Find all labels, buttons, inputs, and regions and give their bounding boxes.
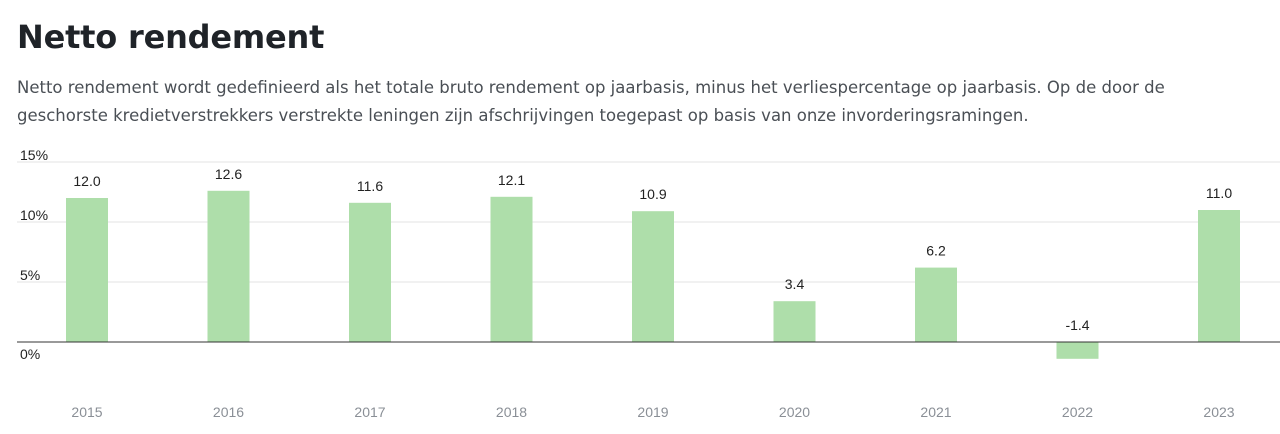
x-tick-label: 2017 xyxy=(354,404,385,420)
x-tick-label: 2018 xyxy=(496,404,527,420)
x-tick-label: 2019 xyxy=(637,404,668,420)
x-tick-label: 2016 xyxy=(213,404,244,420)
bar xyxy=(915,267,957,342)
y-tick-label: 5% xyxy=(20,267,40,283)
data-label: 12.0 xyxy=(73,173,100,189)
bar xyxy=(773,301,816,342)
data-label: 3.4 xyxy=(785,276,805,292)
page-title: Netto rendement xyxy=(17,18,325,56)
y-tick-label: 10% xyxy=(20,207,48,223)
bar xyxy=(1056,342,1099,359)
y-axis-labels: 0% 5% 10% 15% xyxy=(20,150,48,362)
x-tick-label: 2023 xyxy=(1203,404,1234,420)
data-label: 6.2 xyxy=(926,243,946,259)
bar xyxy=(490,196,533,342)
bar xyxy=(349,202,391,342)
x-axis-labels: 2015 2016 2017 2018 2019 2020 2021 2022 2023 xyxy=(71,404,1234,420)
data-label: 12.6 xyxy=(215,166,242,182)
data-label: 10.9 xyxy=(639,186,666,202)
bars xyxy=(66,190,1240,359)
data-labels: 12.0 12.6 11.6 12.1 10.9 3.4 6.2 -1.4 11.0 xyxy=(73,166,1232,333)
bar xyxy=(1198,210,1240,342)
bar xyxy=(207,190,250,342)
y-tick-label: 0% xyxy=(20,346,40,362)
bar xyxy=(632,211,674,342)
x-tick-label: 2015 xyxy=(71,404,102,420)
data-label: 11.6 xyxy=(357,178,383,194)
data-label: -1.4 xyxy=(1065,317,1089,333)
page-description: Netto rendement wordt gedefinieerd als h… xyxy=(17,78,1165,125)
data-label: 11.0 xyxy=(1206,185,1232,201)
data-label: 12.1 xyxy=(498,172,525,188)
x-tick-label: 2020 xyxy=(779,404,810,420)
bar xyxy=(66,198,108,342)
x-tick-label: 2021 xyxy=(920,404,951,420)
y-tick-label: 15% xyxy=(20,150,48,163)
x-tick-label: 2022 xyxy=(1062,404,1093,420)
bar-chart: 0% 5% 10% 15% 12.0 12.6 11.6 12.1 10.9 3.4 6.2 -1.… xyxy=(17,150,1280,420)
